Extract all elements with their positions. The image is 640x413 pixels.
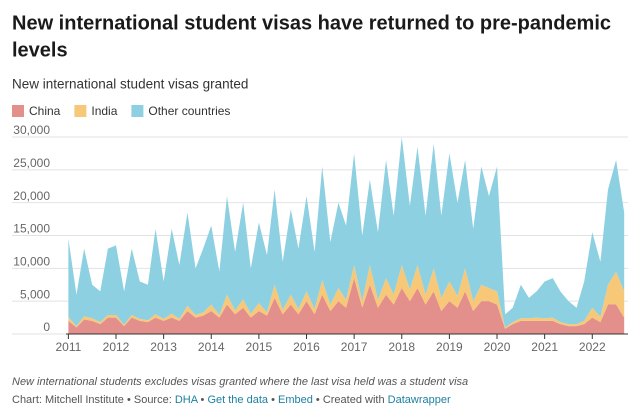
x-tick-label: 2014 <box>198 340 225 354</box>
chart-subtitle: New international student visas granted <box>12 77 248 92</box>
separator: • <box>201 394 205 406</box>
area <box>68 278 625 334</box>
separator: • <box>271 394 275 406</box>
y-tick-label: 15,000 <box>13 222 50 236</box>
y-tick-label: 30,000 <box>13 123 50 137</box>
x-tick-label: 2021 <box>531 340 558 354</box>
area <box>68 265 625 329</box>
chart-title: New international student visas have ret… <box>12 12 611 34</box>
x-tick-label: 2017 <box>341 340 368 354</box>
embed-link[interactable]: Embed <box>278 394 313 406</box>
y-tick-label: 10,000 <box>13 255 50 269</box>
chart-title: levels <box>12 39 68 61</box>
legend-swatch <box>131 105 144 117</box>
x-tick-label: 2011 <box>55 340 81 354</box>
separator: • <box>316 394 320 406</box>
y-tick-label: 0 <box>43 320 50 334</box>
get-data-link[interactable]: Get the data <box>207 394 268 406</box>
datawrapper-link[interactable]: Datawrapper <box>388 394 451 406</box>
x-tick-label: 2018 <box>388 340 415 354</box>
note: New international students excludes visa… <box>12 376 468 388</box>
legend-label: India <box>91 104 117 118</box>
credit-text: Created with <box>323 394 385 406</box>
x-tick-label: 2013 <box>150 340 177 354</box>
x-tick-label: 2019 <box>436 340 463 354</box>
credits: Chart: Mitchell Institute • Source: DHA … <box>12 394 451 406</box>
credit-text: Source: <box>134 394 172 406</box>
source-link[interactable]: DHA <box>175 394 199 406</box>
y-tick-label: 20,000 <box>13 189 50 203</box>
legend-label: China <box>29 104 61 118</box>
area <box>68 137 625 328</box>
legend-label: Other countries <box>148 104 230 118</box>
y-tick-label: 5,000 <box>20 287 50 301</box>
plot-area: 0 5,000 10,000 15,000 20,000 25,000 30,000 2011… <box>12 123 628 354</box>
x-tick-label: 2012 <box>103 340 130 354</box>
legend-swatch <box>12 105 24 117</box>
x-tick-label: 2015 <box>246 340 273 354</box>
x-tick-label: 2016 <box>293 340 320 354</box>
separator: • <box>127 394 131 406</box>
legend: China India Other countries <box>12 104 230 118</box>
x-tick-label: 2022 <box>579 340 606 354</box>
credit-text: Chart: Mitchell Institute <box>12 394 124 406</box>
x-tick-label: 2020 <box>484 340 511 354</box>
legend-swatch <box>74 105 87 117</box>
y-tick-label: 25,000 <box>13 156 50 170</box>
